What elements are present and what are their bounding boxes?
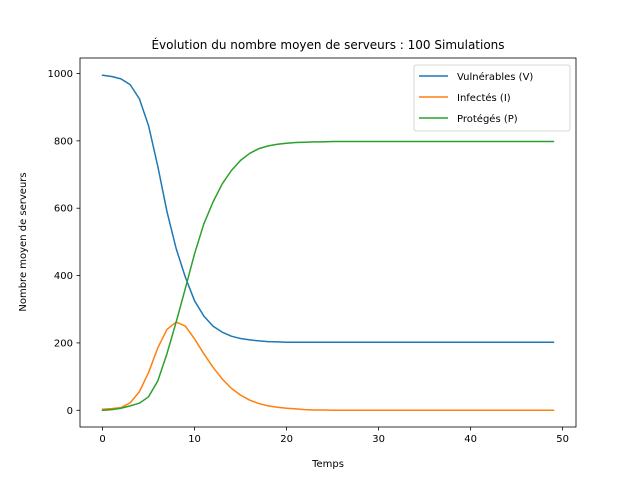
legend-entry-1: Infectés (I) (457, 92, 511, 104)
x-tick-label: 10 (188, 434, 201, 445)
x-axis-label: Temps (311, 459, 344, 470)
x-tick-label: 0 (99, 434, 105, 445)
y-tick-label: 0 (67, 406, 73, 417)
y-axis-label: Nombre moyen de serveurs (18, 172, 29, 311)
series-line-1 (101, 321, 555, 412)
x-tick-label: 30 (372, 434, 385, 445)
y-tick-label: 400 (54, 271, 73, 282)
y-tick-label: 800 (54, 136, 73, 147)
plot-axes: 0 10 20 30 40 50 0 200 400 600 800 1000 (48, 57, 577, 445)
plot-series (101, 74, 555, 412)
y-tick-label: 1000 (48, 69, 73, 80)
series-line-0 (101, 74, 555, 343)
chart-title: Évolution du nombre moyen de serveurs : … (151, 37, 504, 52)
y-tick-label: 200 (54, 338, 73, 349)
x-tick-label: 20 (280, 434, 293, 445)
legend-entry-2: Protégés (P) (457, 113, 518, 125)
x-tick-label: 50 (556, 434, 569, 445)
series-line-2 (101, 140, 555, 412)
plot-frame (79, 57, 577, 428)
legend-box (413, 64, 571, 132)
x-tick-label: 40 (464, 434, 477, 445)
legend-entry-0: Vulnérables (V) (457, 71, 533, 83)
y-tick-label: 600 (54, 204, 73, 215)
legend: Vulnérables (V) Infectés (I) Protégés (P) (413, 64, 571, 132)
